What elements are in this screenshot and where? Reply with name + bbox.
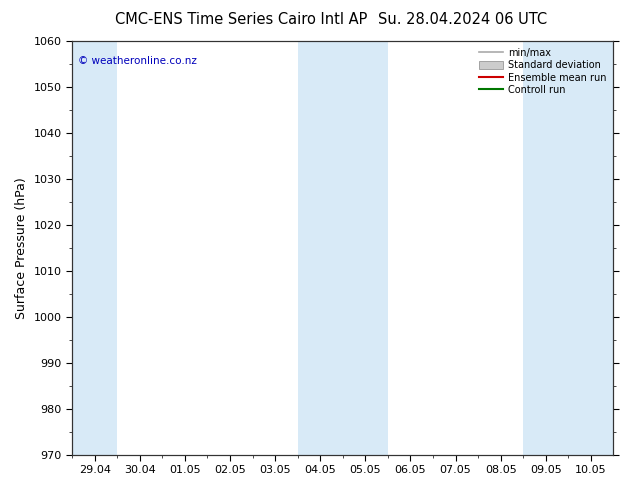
Bar (72, 41, 117, 455)
Text: CMC-ENS Time Series Cairo Intl AP: CMC-ENS Time Series Cairo Intl AP (115, 12, 367, 27)
Y-axis label: Surface Pressure (hPa): Surface Pressure (hPa) (15, 177, 28, 318)
Bar (523, 41, 614, 455)
Text: © weatheronline.co.nz: © weatheronline.co.nz (77, 55, 197, 66)
Bar (297, 41, 388, 455)
Legend: min/max, Standard deviation, Ensemble mean run, Controll run: min/max, Standard deviation, Ensemble me… (477, 46, 609, 97)
Text: Su. 28.04.2024 06 UTC: Su. 28.04.2024 06 UTC (378, 12, 547, 27)
